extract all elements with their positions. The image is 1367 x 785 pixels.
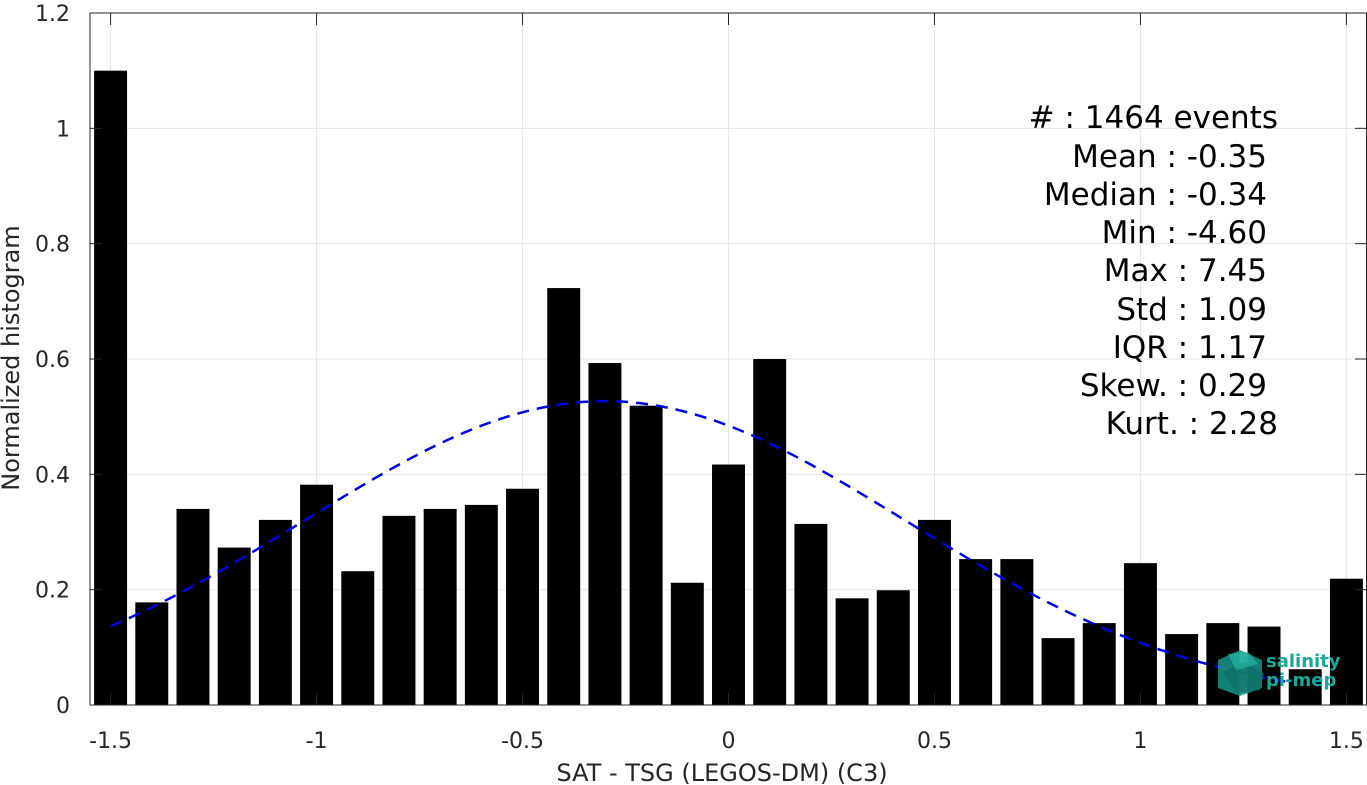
y-tick-label: 1.2	[35, 2, 70, 27]
histogram-bar	[506, 488, 540, 705]
histogram-bar	[1082, 623, 1116, 705]
histogram-bar	[135, 602, 169, 705]
histogram-bar	[670, 582, 704, 705]
x-tick-label: 1	[1133, 729, 1147, 754]
histogram-bar	[547, 288, 581, 705]
histogram-bars	[94, 70, 1363, 705]
histogram-bar	[1288, 669, 1322, 705]
stat-line: Kurt. : 2.28	[1106, 406, 1278, 442]
stat-line: IQR : 1.17	[1113, 330, 1267, 366]
histogram-bar	[1165, 634, 1199, 705]
x-tick-label: -1.5	[89, 729, 132, 754]
histogram-bar	[1000, 559, 1034, 705]
logo-cube-icon	[1218, 650, 1264, 696]
histogram-bar	[917, 519, 951, 705]
y-tick-label: 0.2	[35, 579, 70, 604]
histogram-bar	[464, 504, 498, 705]
y-tick-label: 0	[56, 694, 70, 719]
histogram-bar	[176, 508, 210, 705]
histogram-bar	[1123, 563, 1157, 705]
x-tick-label: -1	[306, 729, 328, 754]
salinity-pimep-logo: salinity pi-mep	[1218, 650, 1341, 696]
histogram-bar	[588, 363, 622, 705]
fit-curve-group	[110, 399, 1289, 684]
histogram-bar	[629, 405, 663, 705]
histogram-bar	[1329, 578, 1363, 705]
x-tick-labels: -1.5 -1 -0.5 0 0.5 1 1.5	[89, 729, 1364, 754]
y-tick-label: 0.8	[35, 233, 70, 258]
histogram-bar	[794, 523, 828, 705]
y-tick-label: 0.4	[35, 463, 70, 488]
x-axis-label: SAT - TSG (LEGOS-DM) (C3)	[556, 759, 887, 785]
x-tick-label: 0.5	[917, 729, 952, 754]
stat-line: # : 1464 events	[1029, 100, 1278, 136]
histogram-bar	[876, 590, 910, 705]
x-tick-label: 0	[722, 729, 736, 754]
stat-line: Min : -4.60	[1102, 215, 1267, 251]
stat-line: Max : 7.45	[1104, 253, 1267, 289]
histogram-bar	[423, 508, 457, 705]
histogram-bar	[959, 559, 993, 705]
histogram-bar	[217, 547, 251, 705]
stat-line: Skew. : 0.29	[1080, 368, 1267, 404]
normal-fit-curve	[110, 399, 1289, 684]
logo-text-line1: salinity	[1266, 651, 1341, 672]
y-tick-label: 0.6	[35, 348, 70, 373]
x-tick-label: 1.5	[1329, 729, 1364, 754]
histogram-bar	[94, 70, 128, 705]
histogram-bar	[382, 515, 416, 705]
histogram-bar	[753, 359, 787, 705]
histogram-bar	[300, 484, 334, 705]
x-tick-label: -0.5	[501, 729, 544, 754]
logo-text-line2: pi-mep	[1266, 670, 1336, 691]
stat-line: Mean : -0.35	[1072, 139, 1267, 175]
stat-line: Median : -0.34	[1044, 177, 1267, 213]
y-tick-label: 1	[56, 117, 70, 142]
y-tick-labels: 0 0.2 0.4 0.6 0.8 1 1.2	[35, 2, 70, 719]
histogram-bar	[341, 571, 375, 705]
histogram-bar	[712, 464, 745, 705]
stat-line: Std : 1.09	[1116, 292, 1267, 328]
histogram-bar	[258, 519, 292, 705]
y-axis-label: Normalized histogram	[0, 225, 25, 490]
histogram-bar	[1041, 638, 1075, 705]
histogram-bar	[835, 598, 869, 705]
